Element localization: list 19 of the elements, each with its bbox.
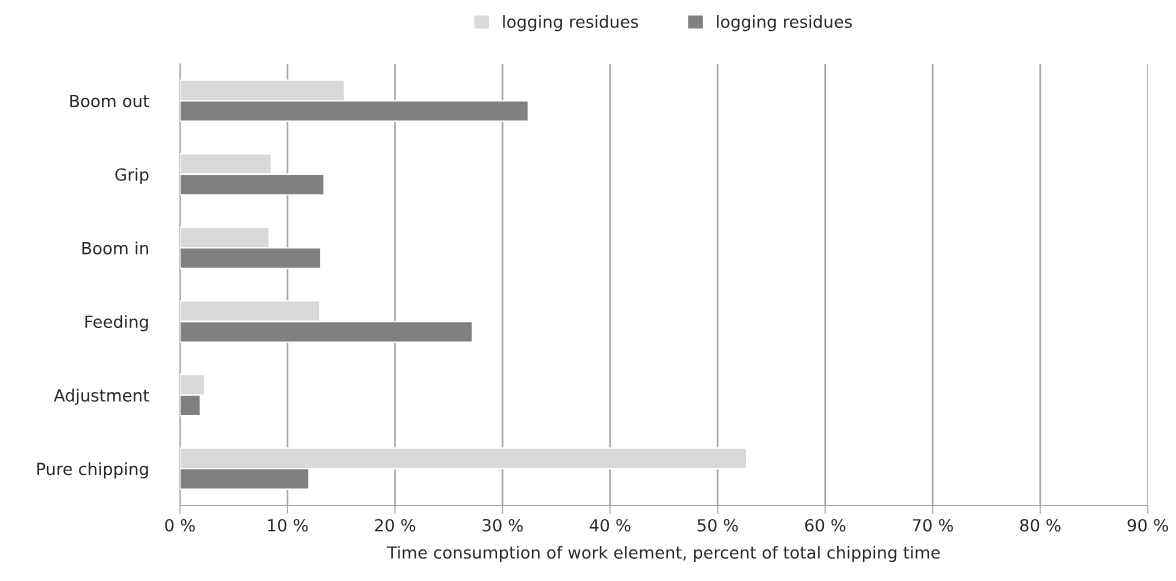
x-tick-label: 0 % xyxy=(165,518,195,532)
x-tick-label: 50 % xyxy=(697,518,738,532)
y-tick-label: Grip xyxy=(115,167,149,185)
y-tick-label: Adjustment xyxy=(53,388,149,405)
x-axis-title: Time consumption of work element, percent of total chipping time xyxy=(386,545,940,563)
y-tick-label: Pure chipping xyxy=(37,462,148,479)
x-tick-label: 40 % xyxy=(589,518,631,532)
x-tick-label: 60 % xyxy=(805,518,846,532)
x-tick-label: 70 % xyxy=(912,518,953,532)
legend-label: logging residues xyxy=(717,15,852,32)
x-tick-label: 20 % xyxy=(375,518,416,532)
x-tick-label: 10 % xyxy=(268,518,308,532)
x-tick-label: 90 % xyxy=(1127,518,1169,532)
x-tick-label: 30 % xyxy=(482,518,523,532)
y-tick-label: Boom out xyxy=(70,94,149,108)
y-tick-label: Boom in xyxy=(82,241,148,255)
legend-label: logging residues xyxy=(503,15,639,32)
y-tick-label: Feeding xyxy=(85,315,148,332)
x-tick-label: 80 % xyxy=(1020,518,1061,532)
